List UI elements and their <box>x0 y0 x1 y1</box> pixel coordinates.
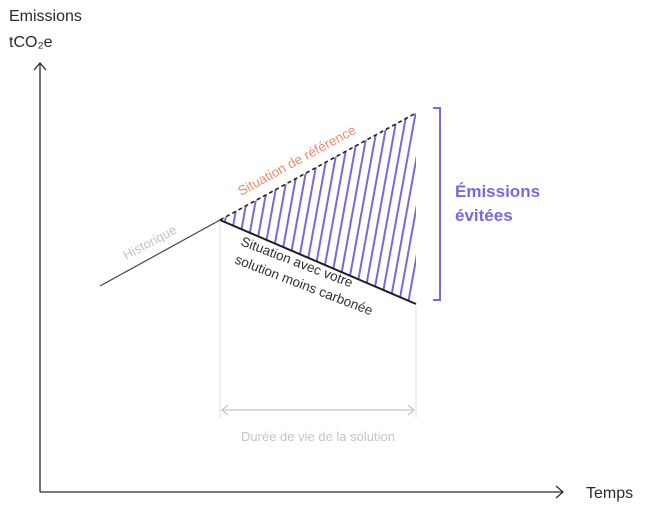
hatch-line <box>242 113 284 304</box>
hatch-line <box>413 113 416 304</box>
x-axis-label: Temps <box>586 485 633 502</box>
x-axis-arrow <box>555 485 564 499</box>
hatch-line <box>233 113 275 304</box>
hatch-line <box>220 113 248 304</box>
y-axis-unit: tCO₂e <box>9 34 53 51</box>
hatch-line <box>395 113 416 304</box>
hatch-line <box>220 113 257 304</box>
hatch-line <box>386 113 416 304</box>
hatch-line <box>251 113 293 304</box>
hatch-line <box>404 113 416 304</box>
solution-line <box>219 219 417 305</box>
lifetime-arrow-left-head <box>220 404 229 416</box>
hatch-line <box>220 113 221 304</box>
lifetime-label: Durée de vie de la solution <box>241 429 395 444</box>
hatch-line <box>220 113 230 304</box>
historique-label: Historique <box>120 222 179 263</box>
hatch-line <box>377 113 416 304</box>
avoided-label-line1: Émissions <box>455 182 540 201</box>
reference-line <box>219 112 417 221</box>
avoided-label-line2: évitées <box>455 206 513 225</box>
historique-line <box>99 219 221 287</box>
lifetime-arrow-right-head <box>407 404 416 416</box>
hatch-line <box>224 113 266 304</box>
y-axis-label: Emissions <box>9 8 82 25</box>
hatch-line <box>368 113 410 304</box>
hatch-line <box>220 113 239 304</box>
avoided-bracket <box>433 107 441 301</box>
y-axis-arrow <box>33 62 47 71</box>
